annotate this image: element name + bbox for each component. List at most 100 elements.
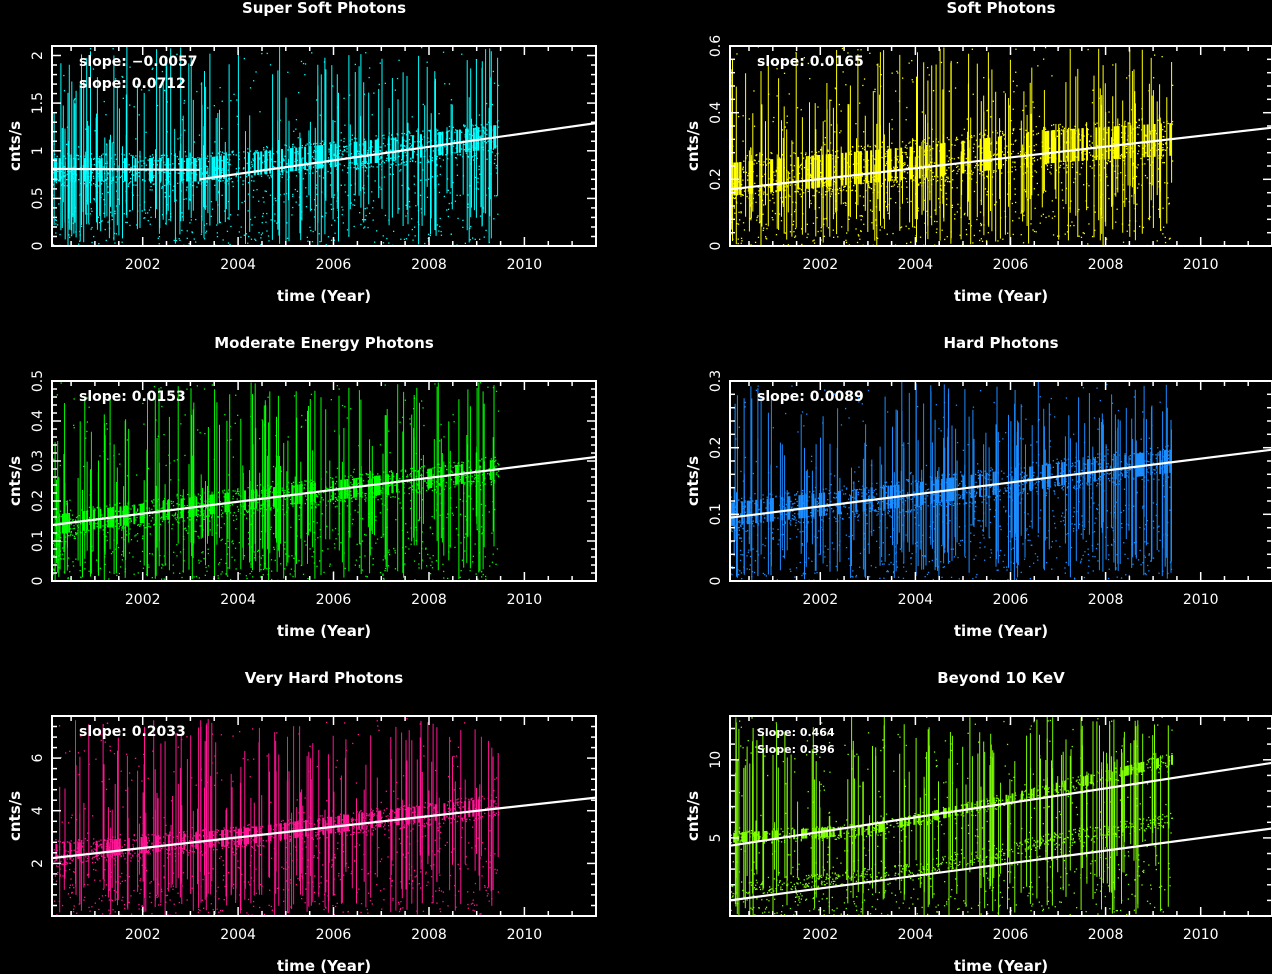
data-point	[833, 236, 835, 238]
data-point	[398, 59, 400, 61]
data-point	[747, 175, 749, 177]
data-point	[995, 154, 998, 156]
data-point	[382, 573, 384, 575]
data-point	[147, 212, 149, 214]
data-point	[917, 207, 919, 209]
data-point	[170, 153, 172, 155]
data-point	[257, 501, 259, 503]
data-point	[940, 176, 942, 178]
data-point	[74, 98, 76, 100]
data-point	[327, 236, 330, 238]
data-point	[207, 107, 209, 109]
data-point	[310, 229, 312, 232]
data-point	[823, 235, 825, 237]
data-point	[118, 526, 121, 528]
data-point	[133, 106, 135, 108]
x-tick-label: 2002	[802, 257, 838, 273]
data-point	[281, 176, 283, 178]
data-point	[227, 161, 229, 164]
data-point	[901, 141, 904, 143]
data-point	[165, 515, 167, 518]
data-point	[143, 217, 145, 219]
data-point	[782, 244, 785, 246]
data-point	[865, 178, 867, 180]
data-point	[1087, 243, 1089, 245]
y-tick-label: 1.5	[30, 92, 46, 114]
data-point	[1072, 163, 1074, 165]
data-point	[448, 137, 451, 140]
data-point	[1035, 143, 1037, 146]
data-point	[262, 212, 264, 215]
data-point	[937, 144, 939, 146]
data-point	[193, 141, 196, 143]
data-point	[740, 202, 742, 205]
data-point	[1066, 171, 1068, 173]
data-point	[395, 519, 397, 521]
data-point	[361, 164, 363, 166]
data-point	[1106, 163, 1108, 165]
data-point	[98, 243, 100, 245]
data-point	[379, 158, 381, 160]
data-point	[152, 183, 154, 185]
data-point	[415, 475, 417, 478]
data-point	[316, 170, 318, 173]
data-point	[964, 141, 966, 143]
data-point	[1098, 163, 1100, 166]
data-point	[427, 137, 429, 139]
data-point	[447, 208, 450, 210]
data-point	[1083, 232, 1085, 235]
data-point	[236, 115, 238, 117]
data-point	[820, 239, 822, 241]
data-point	[129, 209, 131, 212]
data-point	[395, 161, 397, 163]
data-point	[215, 532, 217, 534]
data-point	[77, 158, 80, 160]
data-point	[110, 211, 112, 213]
data-point	[89, 48, 92, 50]
data-point	[375, 516, 377, 518]
data-point	[405, 238, 408, 240]
data-point	[926, 142, 928, 144]
data-point	[376, 230, 378, 232]
data-point	[380, 156, 382, 158]
data-point	[110, 157, 112, 159]
data-point	[164, 192, 166, 194]
data-point	[479, 130, 481, 132]
data-point	[807, 190, 809, 193]
data-point	[219, 221, 221, 224]
data-point	[775, 234, 778, 236]
data-point	[183, 160, 186, 162]
data-point	[1060, 182, 1063, 184]
data-point	[1001, 151, 1004, 153]
data-point	[66, 185, 68, 187]
data-point	[829, 195, 832, 197]
data-point	[1012, 233, 1014, 236]
data-point	[1050, 173, 1052, 175]
data-point	[176, 53, 178, 55]
data-point	[408, 139, 411, 141]
data-point	[736, 53, 738, 55]
data-point	[1060, 160, 1062, 162]
x-tick-label: 2004	[898, 257, 934, 273]
data-point	[229, 154, 231, 156]
data-point	[861, 175, 863, 177]
data-point	[294, 146, 296, 148]
data-point	[262, 154, 264, 156]
data-point	[252, 158, 254, 160]
data-point	[995, 201, 998, 203]
data-point	[834, 171, 836, 173]
data-point	[261, 419, 263, 421]
data-point	[1160, 157, 1163, 159]
data-point	[874, 144, 876, 147]
data-point	[132, 194, 134, 196]
data-point	[753, 125, 756, 127]
data-point	[186, 230, 188, 232]
data-point	[837, 236, 839, 238]
data-point	[1069, 225, 1072, 227]
data-point	[986, 194, 988, 196]
y-tick-label: 1	[30, 146, 46, 155]
data-point	[350, 153, 353, 155]
data-point	[312, 487, 315, 489]
data-point	[417, 470, 419, 473]
data-point	[249, 150, 252, 152]
